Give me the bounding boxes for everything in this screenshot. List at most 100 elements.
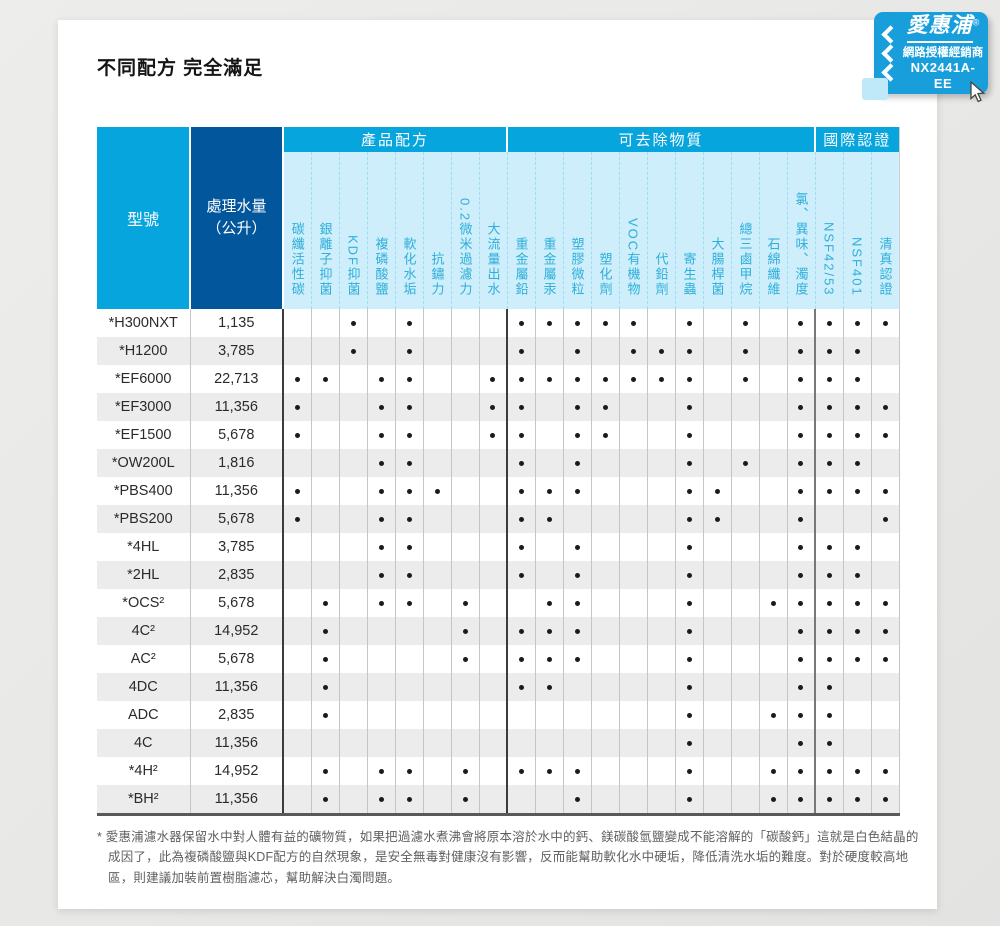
feature-dot-icon bbox=[686, 320, 692, 326]
table-row: *2HL 2,835 bbox=[97, 561, 900, 589]
badge-dealer-code: NX2441A-EE bbox=[910, 60, 976, 92]
feature-cell bbox=[535, 393, 564, 421]
feature-cell bbox=[423, 309, 452, 337]
table-row: *EF6000 22,713 bbox=[97, 365, 900, 393]
feature-cell bbox=[619, 365, 648, 393]
feature-cell bbox=[843, 729, 872, 757]
feature-cell bbox=[339, 785, 368, 815]
feature-cell bbox=[703, 337, 732, 365]
feature-cell bbox=[787, 561, 816, 589]
feature-cell bbox=[647, 757, 676, 785]
feature-cell bbox=[311, 505, 340, 533]
feature-cell bbox=[563, 477, 592, 505]
feature-dot-icon bbox=[294, 488, 300, 494]
feature-cell bbox=[311, 757, 340, 785]
feature-cell bbox=[451, 365, 480, 393]
feature-cell bbox=[283, 477, 312, 505]
feature-dot-icon bbox=[518, 320, 524, 326]
feature-cell bbox=[843, 701, 872, 729]
volume-cell: 14,952 bbox=[190, 617, 284, 645]
feature-cell bbox=[731, 785, 760, 815]
model-cell: *EF6000 bbox=[97, 365, 191, 393]
feature-cell bbox=[423, 505, 452, 533]
feature-cell bbox=[731, 757, 760, 785]
feature-dot-icon bbox=[742, 348, 748, 354]
model-cell: *PBS200 bbox=[97, 505, 191, 533]
feature-cell bbox=[367, 645, 396, 673]
feature-dot-icon bbox=[826, 740, 832, 746]
feature-cell bbox=[339, 701, 368, 729]
feature-dot-icon bbox=[854, 628, 860, 634]
feature-cell bbox=[815, 337, 844, 365]
feature-dot-icon bbox=[854, 460, 860, 466]
feature-dot-icon bbox=[882, 796, 888, 802]
feature-cell bbox=[367, 393, 396, 421]
volume-cell: 11,356 bbox=[190, 673, 284, 701]
feature-cell bbox=[395, 533, 424, 561]
feature-cell bbox=[675, 561, 704, 589]
feature-cell bbox=[871, 309, 900, 337]
feature-cell bbox=[815, 785, 844, 815]
feature-dot-icon bbox=[378, 376, 384, 382]
feature-cell bbox=[479, 729, 508, 757]
feature-cell bbox=[535, 617, 564, 645]
feature-cell bbox=[759, 673, 788, 701]
feature-cell bbox=[703, 309, 732, 337]
feature-cell bbox=[451, 673, 480, 701]
feature-cell bbox=[339, 505, 368, 533]
feature-dot-icon bbox=[826, 544, 832, 550]
feature-cell bbox=[871, 673, 900, 701]
feature-cell bbox=[451, 757, 480, 785]
feature-cell bbox=[479, 561, 508, 589]
model-cell: AC² bbox=[97, 645, 191, 673]
column-label: 總三鹵甲烷 bbox=[730, 152, 759, 309]
feature-cell bbox=[395, 729, 424, 757]
feature-cell bbox=[787, 729, 816, 757]
feature-cell bbox=[507, 589, 536, 617]
feature-cell bbox=[703, 477, 732, 505]
feature-dot-icon bbox=[434, 488, 440, 494]
feature-dot-icon bbox=[742, 376, 748, 382]
feature-dot-icon bbox=[686, 572, 692, 578]
feature-dot-icon bbox=[686, 432, 692, 438]
feature-dot-icon bbox=[518, 348, 524, 354]
column-label: 抗鏽力 bbox=[422, 152, 451, 309]
feature-cell bbox=[507, 477, 536, 505]
feature-cell bbox=[843, 309, 872, 337]
feature-dot-icon bbox=[462, 768, 468, 774]
volume-cell: 11,356 bbox=[190, 729, 284, 757]
feature-dot-icon bbox=[826, 320, 832, 326]
feature-dot-icon bbox=[546, 656, 552, 662]
feature-cell bbox=[479, 309, 508, 337]
feature-cell bbox=[843, 365, 872, 393]
feature-cell bbox=[647, 785, 676, 815]
feature-cell bbox=[339, 337, 368, 365]
table-row: *EF1500 5,678 bbox=[97, 421, 900, 449]
feature-dot-icon bbox=[406, 404, 412, 410]
feature-cell bbox=[619, 757, 648, 785]
feature-dot-icon bbox=[574, 320, 580, 326]
feature-cell bbox=[311, 337, 340, 365]
volume-cell: 11,356 bbox=[190, 785, 284, 815]
feature-dot-icon bbox=[518, 572, 524, 578]
table-row: *H1200 3,785 bbox=[97, 337, 900, 365]
footnote-text: 愛惠浦濾水器保留水中對人體有益的礦物質，如果把過濾水煮沸會將原本溶於水中的鈣、鎂… bbox=[105, 830, 919, 885]
spec-comparison-table: 型號 處理水量 （公升） 產品配方 可去除物質 國際認證 碳纖活性碳 銀離子抑菌 K… bbox=[97, 127, 900, 816]
feature-cell bbox=[787, 533, 816, 561]
feature-dot-icon bbox=[826, 656, 832, 662]
feature-dot-icon bbox=[686, 516, 692, 522]
feature-dot-icon bbox=[574, 628, 580, 634]
feature-dot-icon bbox=[826, 488, 832, 494]
feature-cell bbox=[619, 645, 648, 673]
feature-cell bbox=[367, 337, 396, 365]
feature-cell bbox=[479, 701, 508, 729]
feature-dot-icon bbox=[686, 404, 692, 410]
table-row: AC² 5,678 bbox=[97, 645, 900, 673]
feature-cell bbox=[843, 757, 872, 785]
feature-dot-icon bbox=[518, 488, 524, 494]
feature-cell bbox=[283, 729, 312, 757]
dealer-badge[interactable]: 愛惠浦® 網路授權經銷商 NX2441A-EE bbox=[862, 12, 988, 100]
feature-cell bbox=[647, 477, 676, 505]
feature-dot-icon bbox=[378, 460, 384, 466]
feature-cell bbox=[283, 533, 312, 561]
